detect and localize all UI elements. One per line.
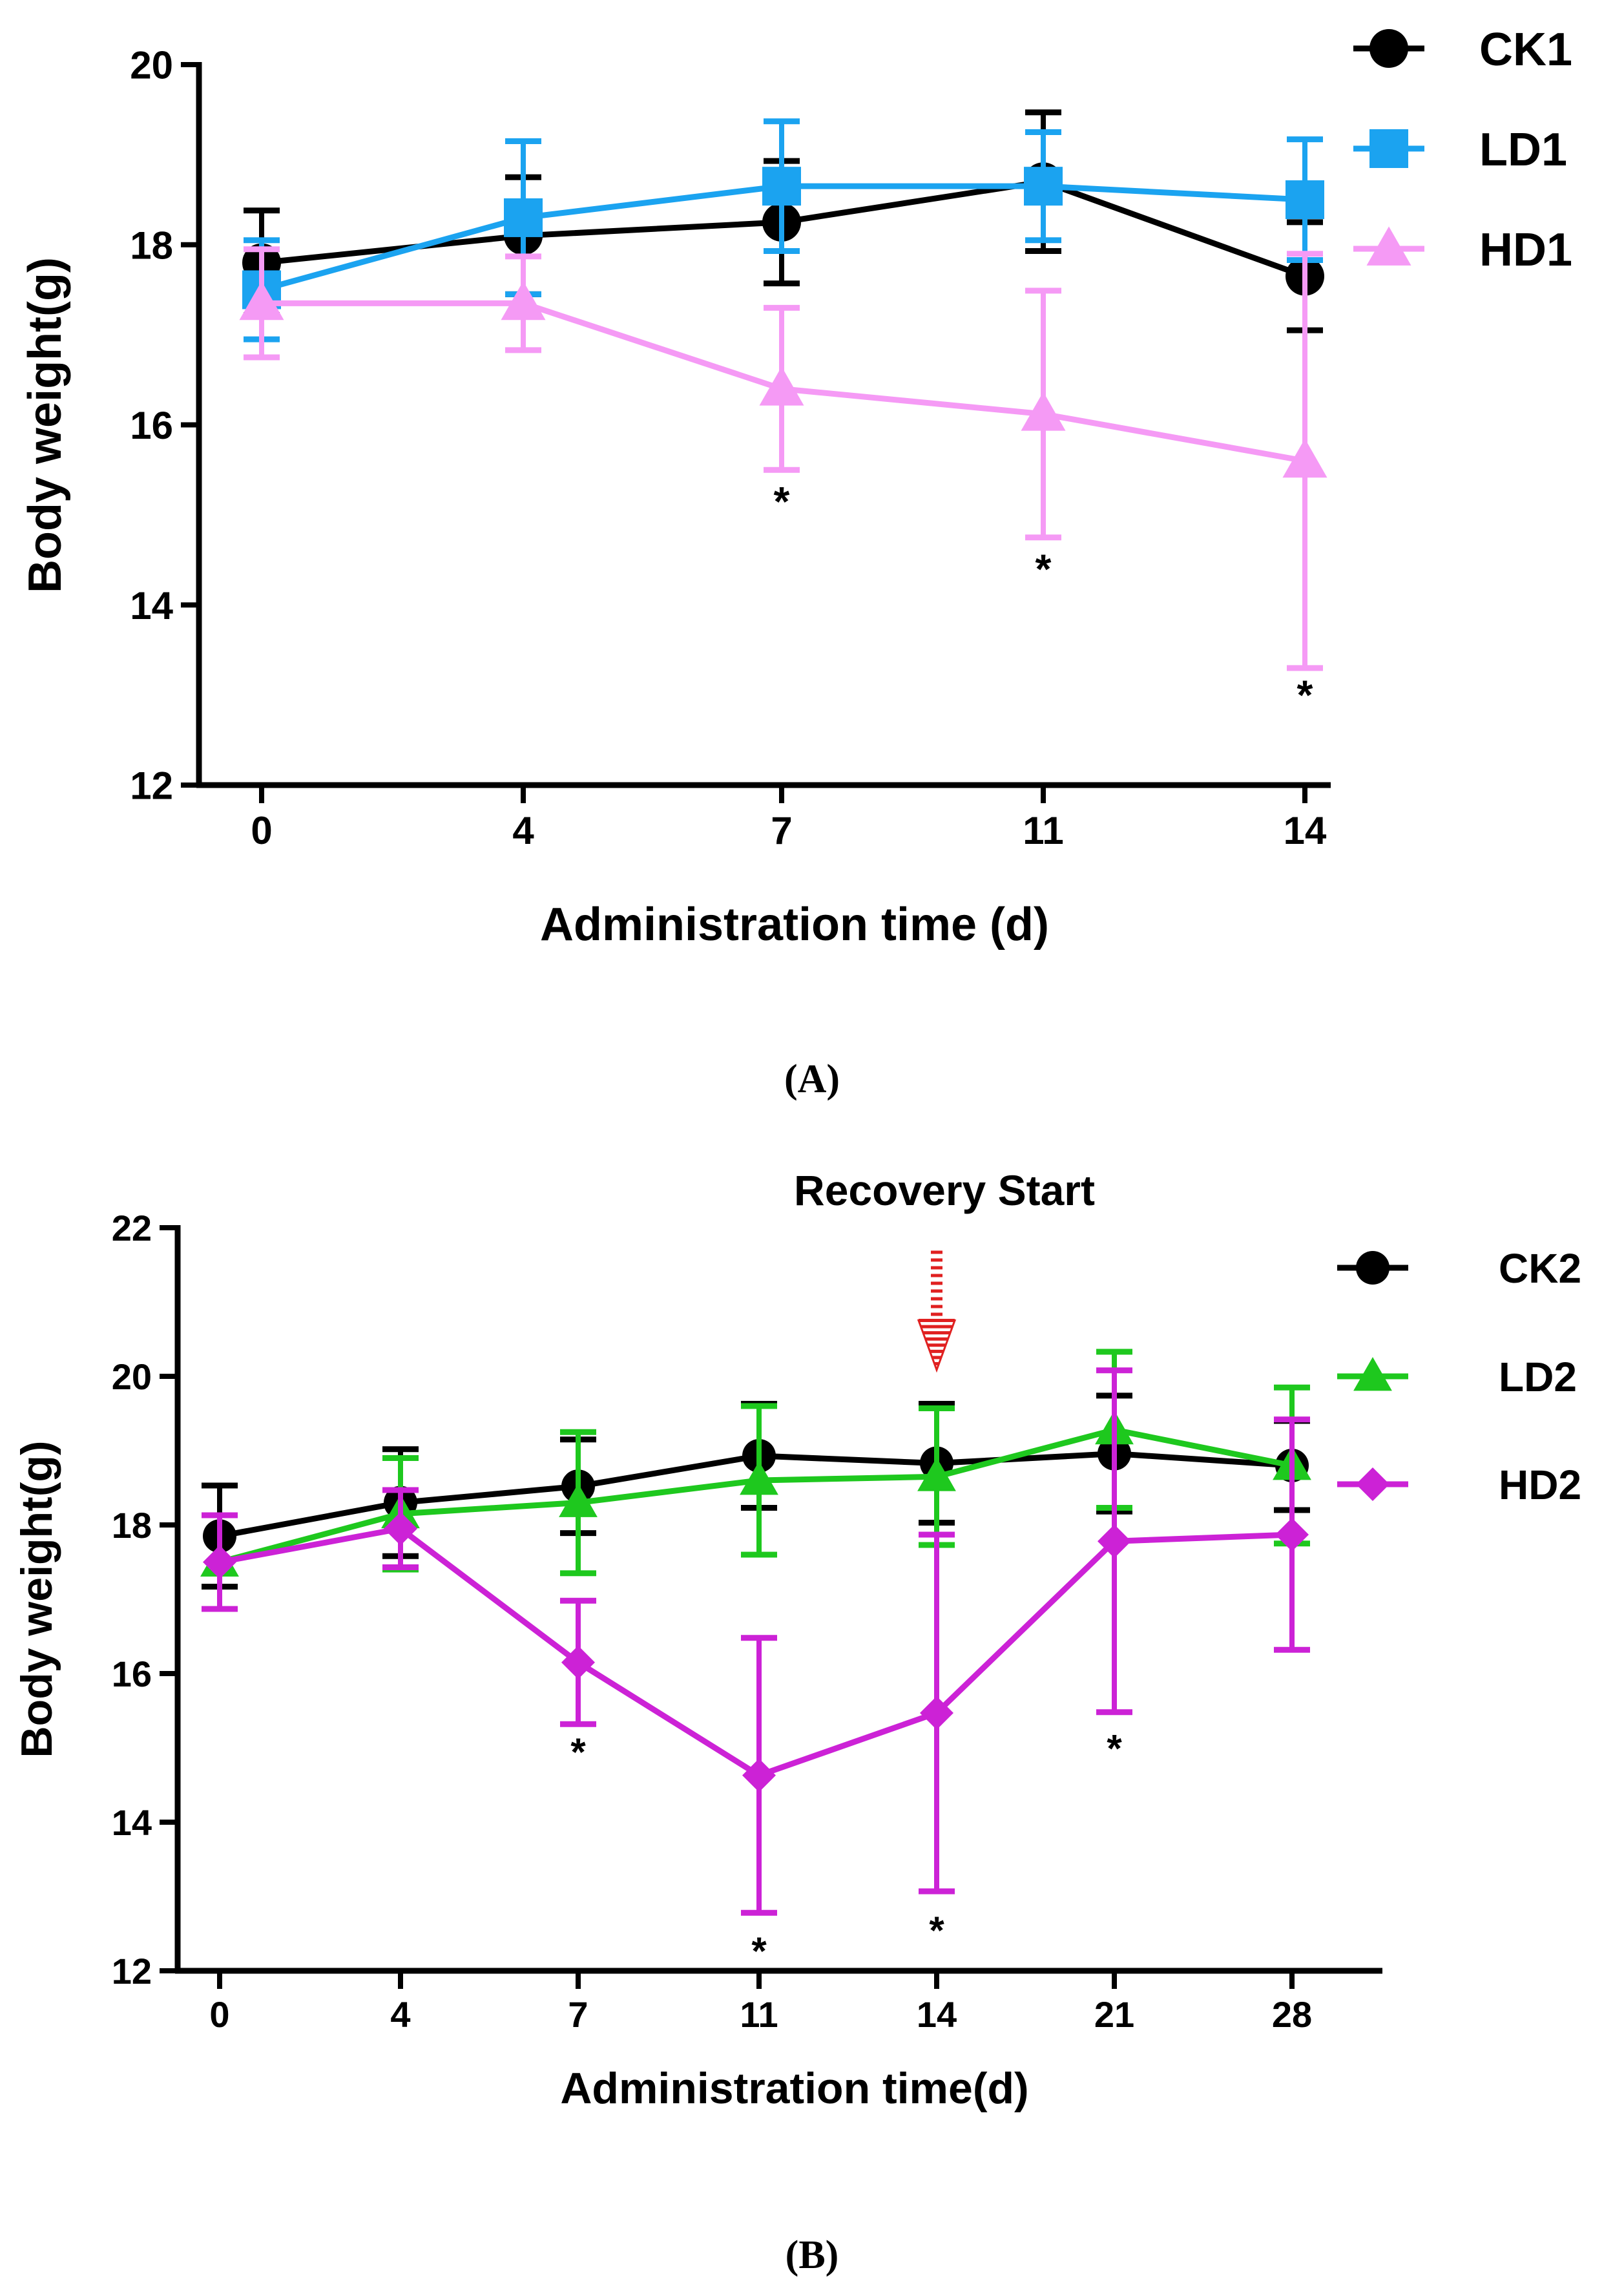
x-tick-label: 11 [1023, 809, 1063, 852]
data-point [384, 1511, 417, 1546]
legend-item-hd2: HD2 [1337, 1462, 1581, 1508]
series-hd2 [202, 1367, 1310, 1916]
data-point [1024, 167, 1063, 206]
legend-marker [1369, 129, 1408, 168]
x-tick-label: 7 [568, 1994, 588, 2035]
chart-panel-a: 12 14 16 18 20 0 4 7 11 14 Administration time (d)… [19, 24, 1572, 1101]
y-tick-label: 22 [112, 1208, 152, 1248]
significance-star: * [774, 478, 790, 525]
y-tick-label: 14 [112, 1802, 152, 1843]
series-hd1 [239, 246, 1327, 671]
recovery-arrow-outline [917, 1319, 957, 1373]
legend-marker [1353, 1357, 1392, 1391]
data-point [742, 1758, 776, 1792]
data-point [740, 1461, 778, 1495]
legend-label: HD2 [1499, 1462, 1581, 1508]
data-point [239, 280, 284, 320]
data-point [1275, 1517, 1309, 1551]
legend-item-ck2: CK2 [1337, 1245, 1581, 1292]
data-point [1282, 438, 1327, 478]
legend-label: HD1 [1479, 224, 1572, 276]
x-tick-label: 21 [1094, 1994, 1134, 2035]
y-tick-label: 20 [130, 44, 173, 87]
data-point [920, 1696, 953, 1730]
x-tick-label: 7 [771, 809, 792, 852]
series-line [219, 1526, 1293, 1779]
significance-star: * [1107, 1727, 1122, 1770]
x-tick-label: 14 [917, 1994, 957, 2035]
legend-marker [1356, 1251, 1390, 1285]
data-point [917, 1457, 956, 1491]
data-point [1098, 1524, 1131, 1559]
legend-item-hd1: HD1 [1353, 224, 1572, 276]
y-axis-label: Body weight(g) [12, 1440, 61, 1758]
y-tick-label: 16 [112, 1654, 152, 1694]
data-point [1021, 392, 1066, 431]
legend-label: LD2 [1499, 1354, 1577, 1400]
data-point [559, 1483, 598, 1517]
y-tick-label: 14 [130, 584, 173, 627]
legend-marker [1366, 226, 1411, 266]
y-tick-label: 12 [112, 1951, 152, 1991]
legend-label: CK1 [1479, 24, 1572, 76]
legend-item-ld2: LD2 [1337, 1354, 1577, 1400]
x-axis-label: Administration time(d) [560, 2064, 1028, 2113]
y-tick-label: 16 [130, 404, 173, 447]
x-axis-label: Administration time (d) [540, 899, 1049, 951]
legend-label: CK2 [1499, 1245, 1581, 1292]
significance-star: * [1036, 545, 1052, 592]
data-point [762, 167, 801, 206]
x-tick-label: 11 [740, 1994, 778, 2035]
data-point [501, 280, 546, 320]
y-tick-label: 18 [112, 1505, 152, 1546]
significance-star: * [570, 1730, 586, 1774]
y-tick-label: 18 [130, 224, 173, 267]
y-tick-label: 12 [130, 764, 173, 808]
series-ld2 [200, 1349, 1311, 1612]
x-tick-label: 0 [251, 809, 272, 852]
data-point [1286, 180, 1324, 220]
panel-label: (B) [786, 2233, 839, 2277]
x-tick-label: 28 [1272, 1994, 1312, 2035]
data-point [759, 366, 804, 406]
x-tick-label: 4 [512, 809, 534, 852]
y-tick-label: 20 [112, 1356, 152, 1397]
x-tick-label: 14 [1284, 809, 1327, 852]
legend-label: LD1 [1479, 124, 1567, 176]
chart-title: Recovery Start [794, 1166, 1095, 1214]
x-tick-label: 4 [390, 1994, 410, 2035]
significance-star: * [929, 1909, 944, 1952]
data-point [203, 1545, 236, 1579]
significance-star: * [751, 1929, 767, 1973]
data-point [504, 198, 543, 237]
chart-panel-b: 12 14 16 18 20 22 0 4 7 11 14 21 28 Administration ti… [12, 1166, 1581, 2277]
panel-label: (A) [784, 1057, 840, 1101]
legend-item-ck1: CK1 [1353, 24, 1572, 76]
legend-item-ld1: LD1 [1353, 124, 1567, 176]
data-point [561, 1645, 595, 1679]
legend-marker [1369, 29, 1408, 68]
legend-marker [1356, 1467, 1390, 1501]
significance-star: * [1297, 671, 1313, 718]
y-axis-label: Body weight(g) [19, 257, 71, 593]
x-tick-label: 0 [209, 1994, 229, 2035]
